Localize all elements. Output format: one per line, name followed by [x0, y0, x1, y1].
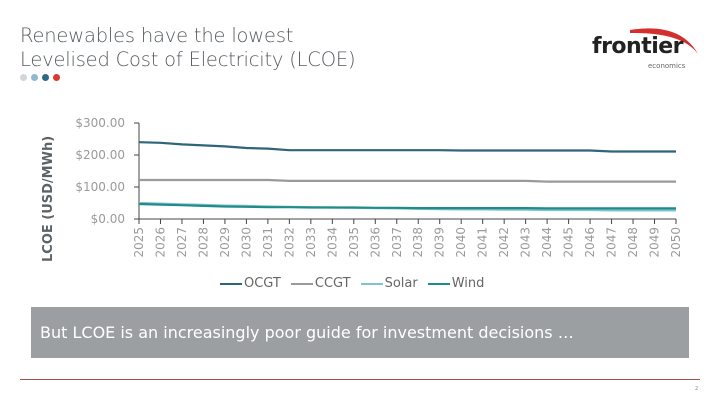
legend-item-wind: Wind	[427, 276, 485, 291]
x-tick-label: 2048	[626, 227, 640, 258]
legend-item-ocgt: OCGT	[220, 276, 281, 291]
x-tick-label: 2043	[519, 227, 533, 258]
x-tick-label: 2033	[304, 227, 318, 258]
chart-legend: OCGT CCGT Solar Wind	[220, 276, 484, 291]
progress-dots	[20, 74, 60, 81]
dot-4	[53, 74, 60, 81]
legend-label: OCGT	[244, 276, 281, 291]
legend-swatch	[360, 282, 383, 285]
x-tick-label: 2036	[368, 227, 382, 258]
lcoe-line-chart: $0.00$100.00$200.00$300.00 2025 2026 2027 2…	[75, 116, 683, 258]
logo-wordmark: frontier	[592, 34, 684, 59]
y-tick-label: $200.00	[75, 148, 125, 162]
x-tick-label: 2029	[218, 227, 232, 258]
x-tick-label: 2049	[648, 227, 662, 258]
legend-label: Wind	[451, 276, 485, 291]
title-line-2: Levelised Cost of Electricity (LCOE)	[20, 48, 356, 71]
frontier-logo: frontier economics	[590, 24, 700, 74]
x-tick-label: 2028	[196, 227, 210, 258]
x-tick-label: 2031	[261, 227, 275, 258]
x-ticks: 2025 2026 2027 2028 2029 2030 2031 2032 2033 2034…	[132, 219, 683, 258]
x-tick-label: 2034	[325, 227, 339, 258]
footer-divider	[20, 379, 700, 380]
legend-label: CCGT	[314, 276, 351, 291]
logo-arc-icon	[630, 28, 698, 54]
dot-2	[31, 74, 38, 81]
x-tick-label: 2032	[282, 227, 296, 258]
logo-subtitle: economics	[648, 62, 686, 70]
x-tick-label: 2040	[454, 227, 468, 258]
legend-item-ccgt: CCGT	[290, 276, 351, 291]
x-tick-label: 2037	[390, 227, 404, 258]
legend-item-solar: Solar	[360, 276, 418, 291]
x-tick-label: 2041	[476, 227, 490, 258]
y-tick-label: $0.00	[91, 212, 125, 226]
legend-swatch	[427, 282, 450, 285]
x-tick-label: 2039	[433, 227, 447, 258]
x-tick-label: 2046	[583, 227, 597, 258]
x-tick-label: 2035	[347, 227, 361, 258]
dot-3	[42, 74, 49, 81]
x-tick-label: 2045	[562, 227, 576, 258]
series-line-ccgt	[139, 178, 676, 183]
series-line-ocgt	[138, 141, 676, 153]
key-message-banner: But LCOE is an increasingly poor guide f…	[31, 307, 689, 358]
x-tick-label: 2025	[132, 227, 146, 258]
dot-1	[20, 74, 27, 81]
x-tick-label: 2027	[175, 227, 189, 258]
y-ticks: $0.00 $100.00 $200.00 $300.00	[75, 116, 139, 226]
x-tick-label: 2050	[669, 227, 683, 258]
x-tick-label: 2030	[239, 227, 253, 258]
x-tick-label: 2026	[153, 227, 167, 258]
x-tick-label: 2044	[540, 227, 554, 258]
x-tick-label: 2038	[411, 227, 425, 258]
y-tick-label: $100.00	[75, 180, 125, 194]
x-tick-label: 2042	[497, 227, 511, 258]
series-lines	[138, 141, 676, 212]
legend-swatch	[220, 282, 242, 285]
legend-swatch	[290, 282, 313, 285]
series-line-wind	[138, 202, 676, 210]
slide-title: Renewables have the lowest Levelised Cos…	[20, 24, 356, 72]
title-line-1: Renewables have the lowest	[20, 24, 294, 47]
x-tick-label: 2047	[605, 227, 619, 258]
y-tick-label: $300.00	[75, 116, 125, 130]
legend-label: Solar	[384, 276, 418, 291]
page-number: 2	[695, 386, 699, 392]
